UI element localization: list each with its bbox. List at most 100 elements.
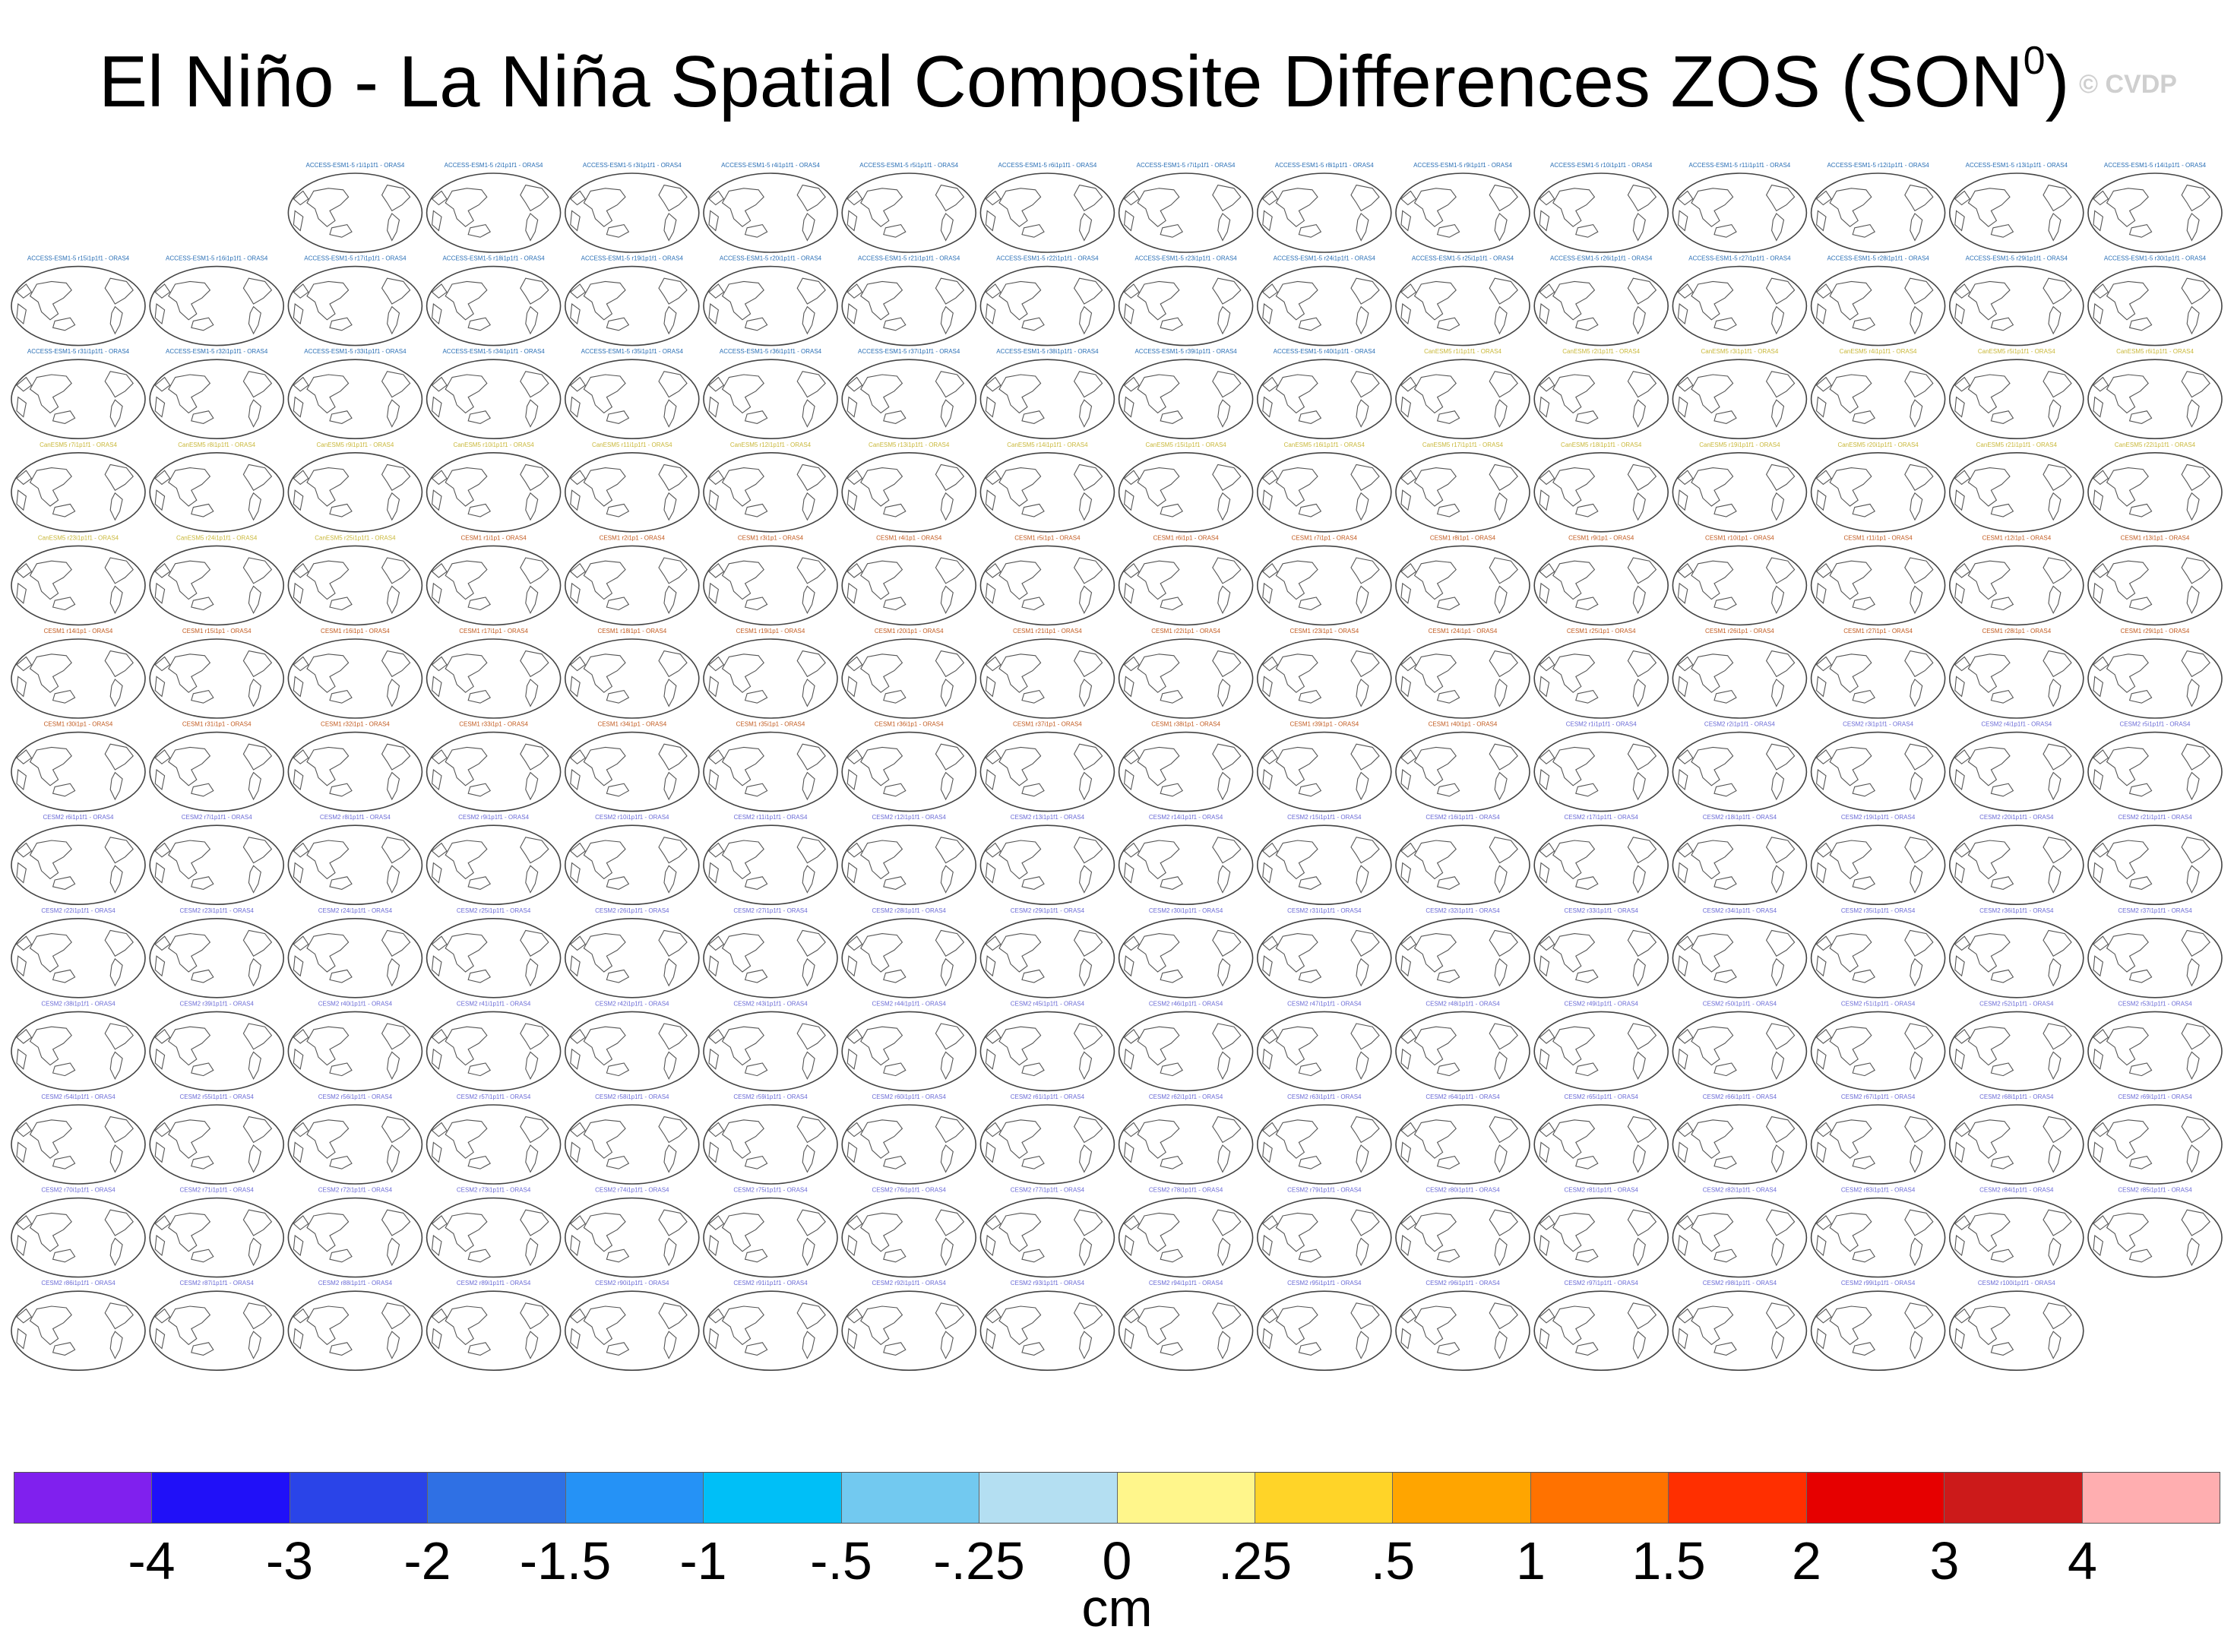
- map-outline: [11, 638, 146, 719]
- coastline: [2048, 1237, 2062, 1267]
- coastline: [663, 679, 677, 707]
- map-outline: [1118, 1011, 1254, 1092]
- coastline: [998, 654, 1042, 693]
- map-outline: [1533, 1290, 1669, 1371]
- coastline: [154, 283, 171, 299]
- coastline: [2048, 213, 2062, 242]
- coastline: [1539, 1328, 1550, 1350]
- coastline: [802, 585, 815, 615]
- map-outline: [1257, 172, 1392, 253]
- coastline: [168, 1119, 211, 1159]
- panel-label: CESM2 r81i1p1f1 - ORAS4: [1565, 1187, 1639, 1194]
- coastline: [248, 679, 261, 707]
- coastline: [306, 746, 350, 786]
- coastline: [168, 654, 211, 693]
- panel-label: CESM2 r39i1p1f1 - ORAS4: [180, 1000, 255, 1007]
- coastline: [1275, 560, 1318, 600]
- coastline: [1494, 1144, 1508, 1173]
- coastline: [846, 283, 863, 299]
- coastline: [2186, 865, 2200, 894]
- coastline: [1079, 399, 1093, 428]
- coastline: [802, 213, 815, 242]
- coastline: [2093, 396, 2104, 418]
- coastline: [306, 560, 350, 600]
- coastline: [432, 1328, 442, 1350]
- map-panel: CESM2 r42i1p1f1 - ORAS4: [564, 1000, 700, 1092]
- coastline: [860, 1305, 903, 1346]
- panel-label: CESM1 r9i1p1 - ORAS4: [1568, 534, 1634, 541]
- coastline: [2128, 410, 2153, 424]
- coastline: [1400, 1215, 1417, 1230]
- coastline: [2106, 1212, 2149, 1252]
- coastline: [2186, 305, 2200, 335]
- map-outline: [703, 1011, 838, 1092]
- coastline: [1539, 1141, 1550, 1163]
- coastline: [1262, 768, 1273, 791]
- coastline: [1079, 1331, 1093, 1359]
- coastline: [1160, 876, 1183, 890]
- coastline: [985, 376, 1002, 392]
- coastline: [1677, 470, 1694, 486]
- coastline: [381, 557, 411, 584]
- map-outline: [703, 172, 838, 253]
- coastline: [1829, 188, 1872, 227]
- coastline: [1771, 1237, 1785, 1267]
- coastline: [1677, 1141, 1688, 1163]
- coastline: [606, 410, 630, 424]
- panel-label: CESM2 r89i1p1f1 - ORAS4: [457, 1280, 531, 1286]
- coastline: [2048, 957, 2062, 987]
- coastline: [1627, 184, 1657, 212]
- coastline: [846, 396, 858, 418]
- panel-label: CESM1 r17i1p1 - ORAS4: [459, 628, 528, 635]
- coastline: [1400, 376, 1417, 392]
- coastline: [2093, 376, 2109, 392]
- coastline: [1489, 1116, 1518, 1144]
- coastline: [1771, 305, 1785, 335]
- coastline: [1539, 935, 1555, 951]
- map-panel: ACCESS-ESM1-5 r30i1p1f1 - ORAS4: [2087, 255, 2223, 347]
- coastline: [1262, 396, 1273, 418]
- coastline: [583, 560, 626, 600]
- map-panel: CESM2 r57i1p1f1 - ORAS4: [426, 1093, 562, 1185]
- panel-label: CESM2 r44i1p1f1 - ORAS4: [872, 1000, 947, 1007]
- map-panel: CESM2 r44i1p1f1 - ORAS4: [841, 1000, 976, 1092]
- coastline: [1021, 1342, 1045, 1356]
- coastline: [796, 1302, 826, 1330]
- coastline: [1400, 1308, 1417, 1324]
- map-panel: CESM2 r56i1p1f1 - ORAS4: [287, 1093, 423, 1185]
- map-outline: [564, 265, 700, 347]
- coastline: [1539, 210, 1550, 232]
- coastline: [2186, 1051, 2200, 1081]
- coastline: [1400, 283, 1417, 299]
- coastline: [2048, 1331, 2062, 1359]
- coastline: [998, 467, 1042, 507]
- map-outline: [1533, 265, 1669, 347]
- coastline: [935, 557, 965, 584]
- coastline: [1954, 955, 1965, 977]
- coastline: [708, 582, 720, 604]
- coastline: [985, 676, 996, 698]
- coastline: [2093, 656, 2109, 672]
- coastline: [154, 1308, 171, 1324]
- coastline: [1489, 464, 1518, 491]
- coastline: [248, 492, 261, 521]
- coastline: [744, 410, 768, 424]
- coastline: [1436, 689, 1460, 704]
- coastline: [1021, 503, 1045, 517]
- coastline: [381, 1023, 411, 1050]
- coastline: [846, 562, 863, 578]
- coastline: [569, 190, 586, 206]
- colorbar-swatch: [841, 1473, 980, 1523]
- coastline: [431, 283, 448, 299]
- coastline: [520, 464, 549, 491]
- coastline: [1677, 935, 1694, 951]
- coastline: [1436, 503, 1460, 517]
- coastline: [2181, 464, 2210, 491]
- coastline: [242, 277, 273, 305]
- coastline: [1771, 1144, 1785, 1173]
- coastline: [583, 1305, 626, 1346]
- coastline: [570, 1234, 581, 1257]
- map-outline: [1118, 1290, 1254, 1371]
- map-outline: [1118, 1104, 1254, 1185]
- map-outline: [1395, 265, 1530, 347]
